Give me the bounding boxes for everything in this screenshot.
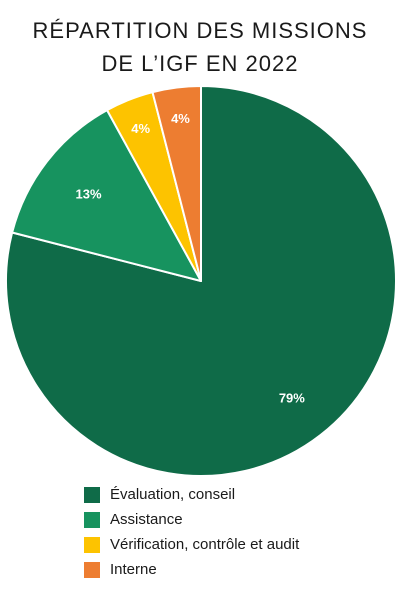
pie-label-assistance: 13% xyxy=(76,186,102,201)
legend-item-verification: Vérification, contrôle et audit xyxy=(84,532,299,557)
legend-item-evaluation: Évaluation, conseil xyxy=(84,482,299,507)
legend-label-evaluation: Évaluation, conseil xyxy=(110,486,236,503)
legend-swatch-interne xyxy=(84,561,100,578)
chart-legend: Évaluation, conseil Assistance Vérificat… xyxy=(84,482,299,582)
legend-label-interne: Interne xyxy=(110,561,157,578)
chart-title-line-2: DE L’IGF EN 2022 xyxy=(101,51,299,76)
legend-item-assistance: Assistance xyxy=(84,507,299,532)
legend-swatch-evaluation xyxy=(84,486,100,503)
legend-label-verification: Vérification, contrôle et audit xyxy=(110,536,300,553)
legend-swatch-assistance xyxy=(84,511,100,528)
pie-label-evaluation: 79% xyxy=(279,391,305,406)
pie-label-interne: 4% xyxy=(171,111,190,126)
pie-slice-assistance xyxy=(11,109,202,282)
pie-label-verification: 4% xyxy=(131,121,150,136)
chart-title-line-1: RÉPARTITION DES MISSIONS xyxy=(32,18,368,43)
pie-slice-interne xyxy=(151,85,202,282)
legend-item-interne: Interne xyxy=(84,557,299,582)
legend-swatch-verification xyxy=(84,536,100,553)
legend-label-assistance: Assistance xyxy=(110,511,183,528)
chart-title: RÉPARTITION DES MISSIONS DE L’IGF EN 202… xyxy=(0,14,400,80)
